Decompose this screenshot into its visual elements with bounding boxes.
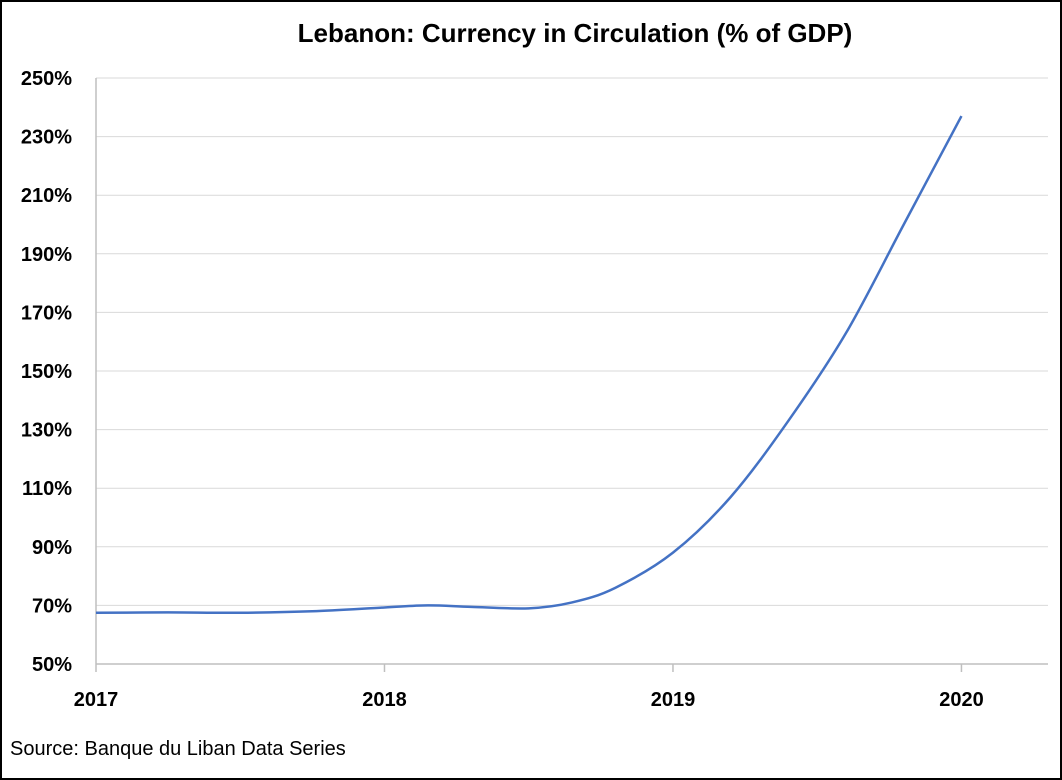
y-tick-label: 150% xyxy=(21,361,72,383)
y-tick-label: 230% xyxy=(21,127,72,149)
y-axis-ticks: 50% 70% 90% 110% 130% 150% 170% 190% 210% 230% 250… xyxy=(21,68,72,676)
chart-title: Lebanon: Currency in Circulation (% of G… xyxy=(297,18,853,48)
x-tick-label: 2018 xyxy=(362,689,407,711)
y-tick-label: 110% xyxy=(22,478,72,500)
y-tick-label: 90% xyxy=(32,537,72,559)
y-tick-label: 190% xyxy=(21,244,72,266)
x-axis-ticks: 2017 2018 2019 2020 xyxy=(74,664,984,711)
y-tick-label: 250% xyxy=(21,68,72,90)
y-tick-label: 50% xyxy=(32,654,72,676)
series-layer xyxy=(95,115,963,615)
x-tick-label: 2019 xyxy=(651,689,696,711)
axes xyxy=(95,78,1048,665)
x-tick-label: 2017 xyxy=(74,689,119,711)
y-tick-label: 170% xyxy=(21,302,72,324)
gridlines xyxy=(96,77,1048,606)
y-tick-label: 130% xyxy=(21,420,72,442)
y-tick-label: 70% xyxy=(32,595,72,617)
source-note: Source: Banque du Liban Data Series xyxy=(10,738,346,760)
x-tick-label: 2020 xyxy=(939,689,984,711)
y-tick-label: 210% xyxy=(21,185,72,207)
series-line xyxy=(95,115,963,615)
